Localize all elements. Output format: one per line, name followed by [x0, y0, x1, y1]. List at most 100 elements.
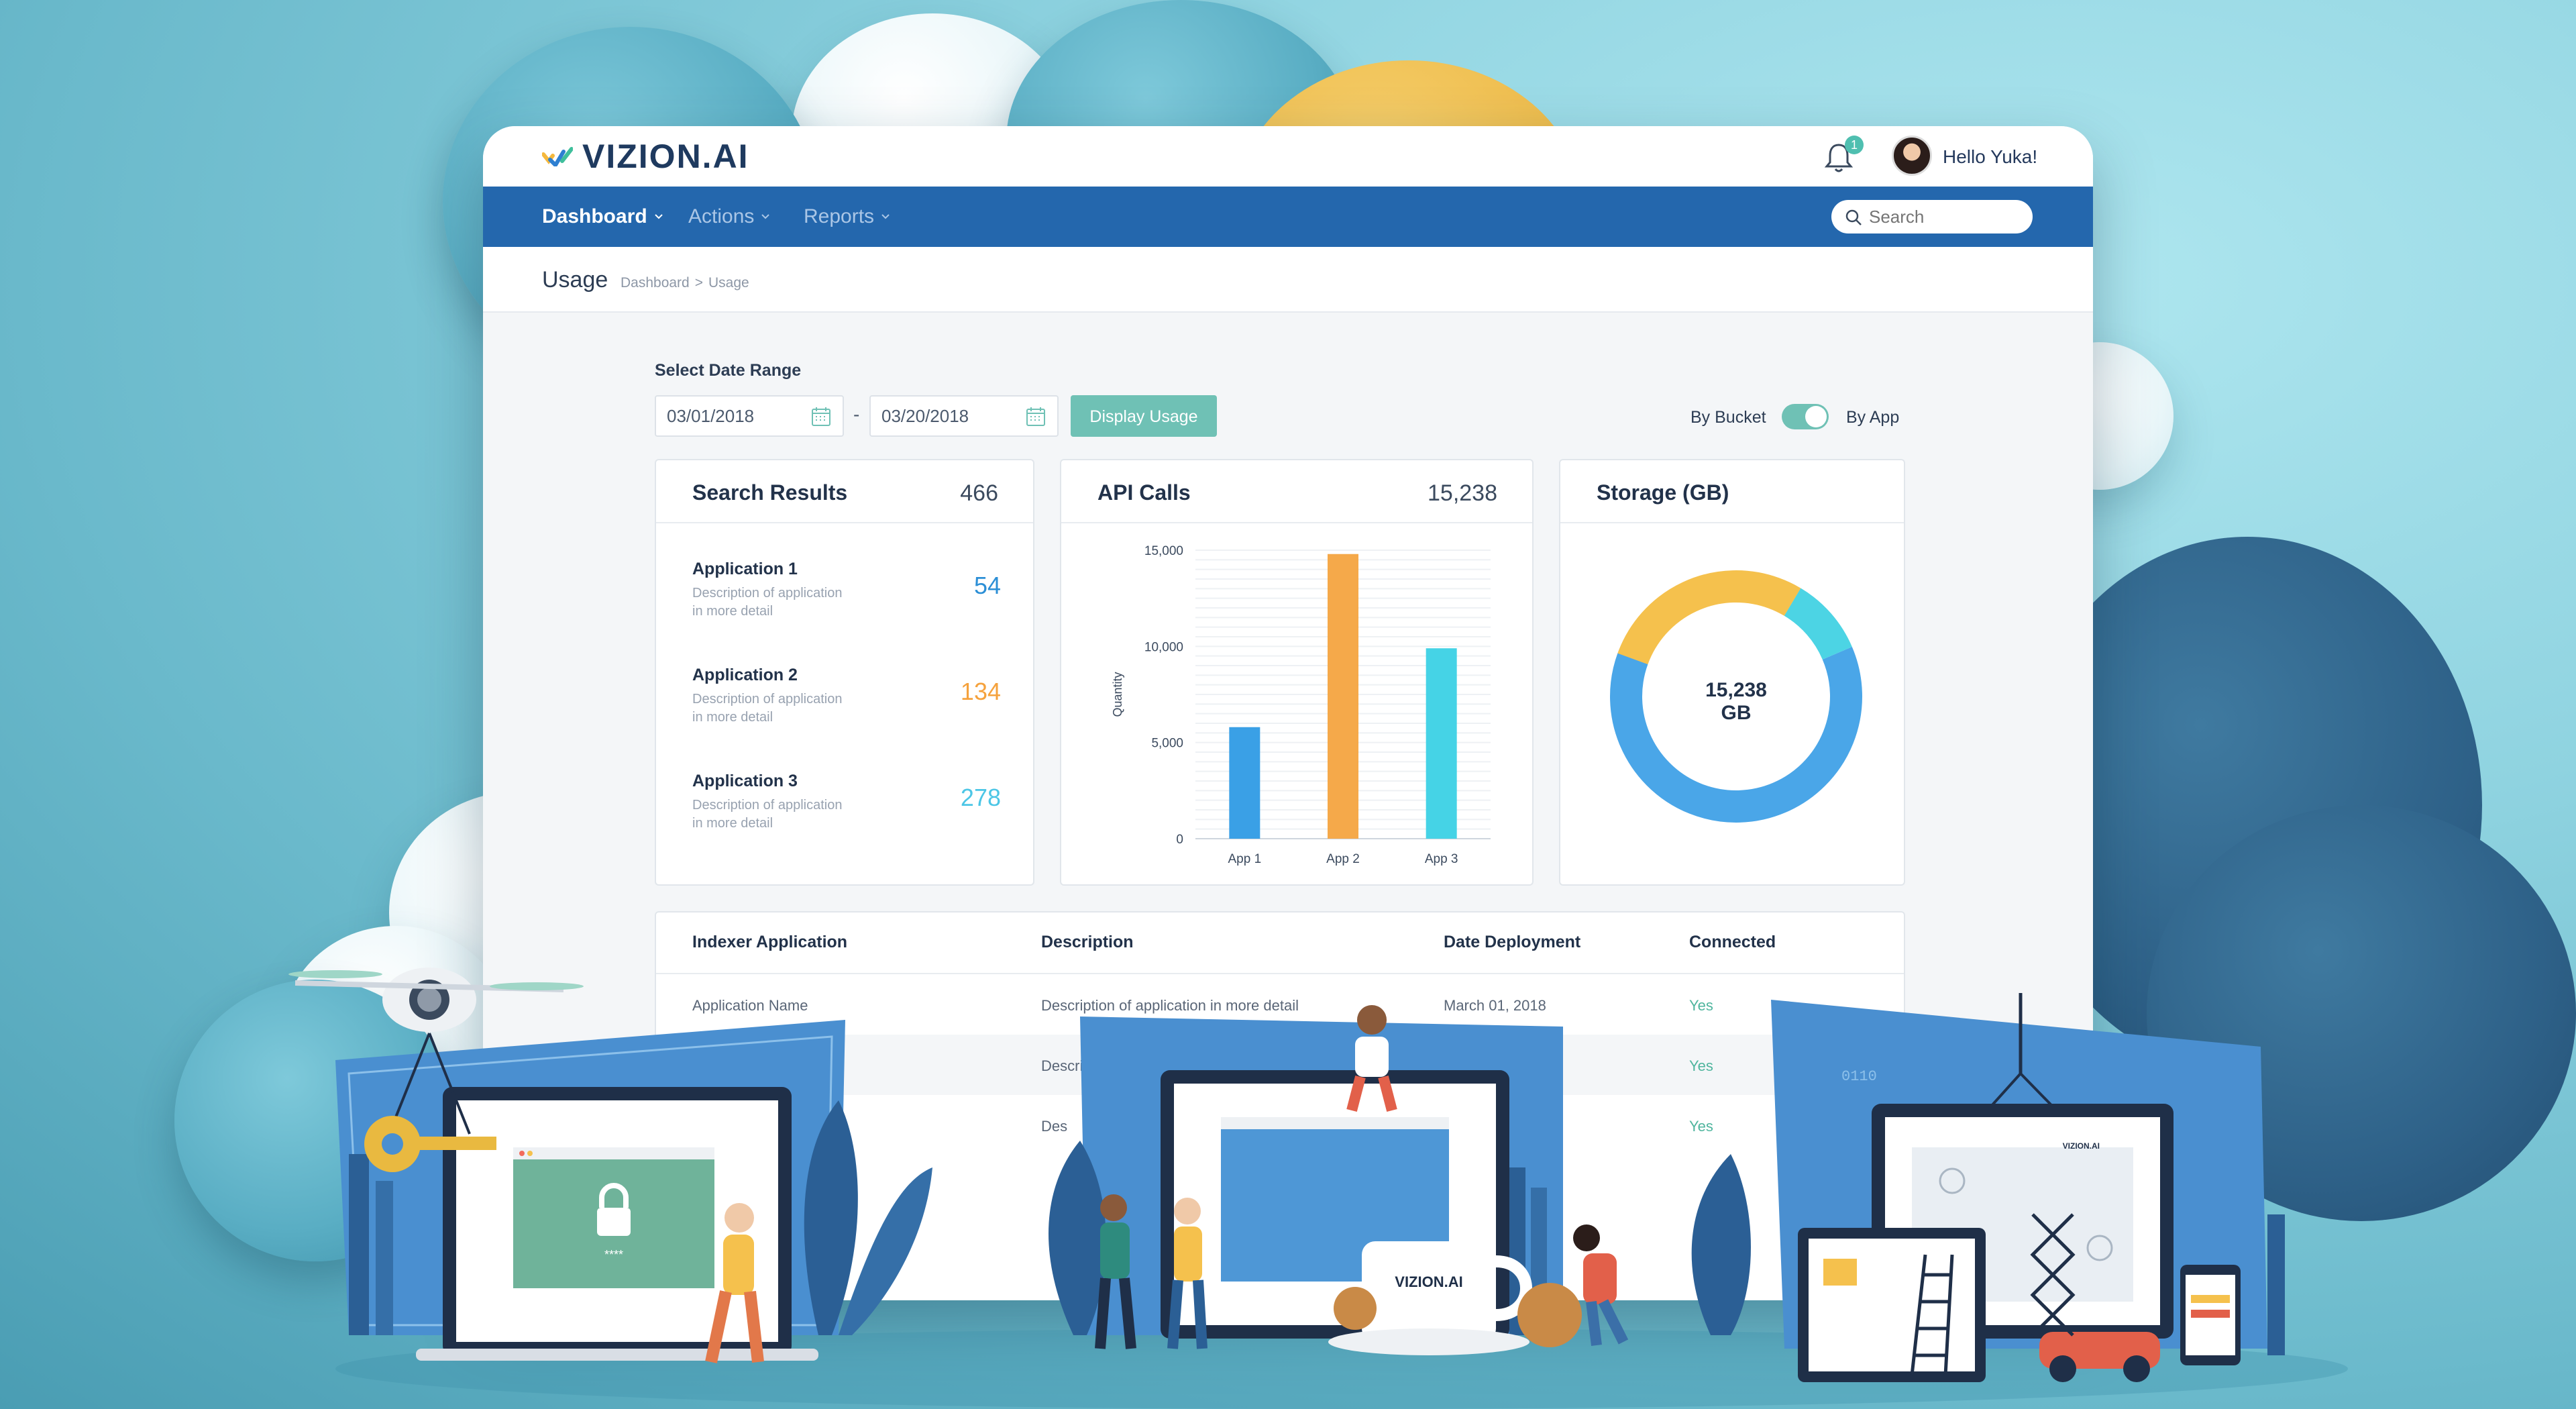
cell-connected: Yes [1689, 997, 1713, 1014]
nav-dashboard[interactable]: Dashboard [542, 187, 663, 247]
panel-total: 466 [960, 480, 998, 506]
search-icon [1845, 209, 1862, 225]
logo-check-icon [542, 147, 573, 166]
table-row[interactable]: Descri Yes [656, 1035, 1904, 1095]
panel-header: Storage (GB) [1560, 460, 1904, 523]
top-bar: VIZION.AI 1 Hello Yuka! [483, 126, 2093, 187]
app-description: Description of application in more detail [692, 584, 880, 621]
app-name: Application 2 [692, 666, 798, 684]
brand-logo[interactable]: VIZION.AI [542, 138, 749, 175]
panel-title: Storage (GB) [1597, 480, 1729, 505]
y-tick-label: 10,000 [1144, 640, 1183, 654]
date-separator: - [853, 404, 860, 425]
desc-line: in more detail [692, 604, 773, 619]
x-tick-label: App 3 [1425, 852, 1458, 866]
breadcrumb-separator: > [694, 275, 703, 291]
start-date-value: 03/01/2018 [667, 406, 755, 426]
y-axis-label: Quantity [1111, 672, 1124, 717]
desc-line: in more detail [692, 816, 773, 831]
page-header: Usage Dashboard > Usage [483, 247, 2093, 313]
panel-header: API Calls 15,238 [1061, 460, 1532, 523]
api-calls-panel: API Calls 15,238 0 5,000 10,000 15,000 Quant… [1060, 459, 1534, 886]
dashboard-window: VIZION.AI 1 Hello Yuka! Dashboard Action… [483, 126, 2093, 1300]
y-tick-label: 15,000 [1144, 544, 1183, 558]
cell-connected: Yes [1689, 1118, 1713, 1135]
view-toggle[interactable] [1782, 404, 1829, 429]
brand-name: VIZION.AI [582, 138, 749, 175]
table-row[interactable]: Application Name Description of applicat… [656, 974, 1904, 1035]
donut-center-unit: GB [1721, 702, 1752, 724]
nav-dashboard-label: Dashboard [542, 205, 647, 227]
table-row[interactable]: Des Yes [656, 1095, 1904, 1155]
panel-total: 15,238 [1428, 480, 1497, 506]
breadcrumb-dashboard[interactable]: Dashboard [621, 275, 690, 291]
cell-connected: Yes [1689, 1057, 1713, 1074]
cell-app: Application Name [692, 997, 808, 1014]
column-header-description[interactable]: Description [1041, 933, 1134, 951]
desc-line: Description of application [692, 692, 843, 707]
calendar-icon[interactable] [810, 406, 832, 427]
cell-description: Description of application in more detai… [1041, 997, 1299, 1014]
storage-donut-chart: 15,238 GB [1610, 570, 1862, 823]
column-header-application[interactable]: Indexer Application [692, 933, 848, 951]
toggle-by-bucket-label: By Bucket [1690, 408, 1766, 427]
cell-date: March 01, 2018 [1444, 997, 1546, 1014]
end-date-field[interactable]: 03/20/2018 [869, 395, 1059, 437]
nav-reports-label: Reports [804, 205, 875, 227]
chevron-down-icon [881, 214, 890, 219]
y-tick-label: 5,000 [1151, 737, 1183, 751]
nav-reports[interactable]: Reports [804, 187, 890, 247]
list-item[interactable]: Application 2 Description of application… [692, 666, 1001, 727]
panel-title: Search Results [692, 480, 848, 505]
breadcrumb-usage: Usage [708, 275, 749, 291]
api-calls-bar-chart: 0 5,000 10,000 15,000 Quantity App 1 App 2 App … [1111, 544, 1491, 866]
search-input[interactable] [1831, 200, 2033, 233]
list-item[interactable]: Application 3 Description of application… [692, 772, 1001, 833]
cloud [174, 980, 456, 1261]
app-description: Description of application in more detail [692, 690, 880, 727]
app-value: 134 [960, 678, 1001, 705]
x-tick-label: App 2 [1326, 852, 1360, 866]
donut-slice [1610, 570, 1862, 823]
end-date-value: 03/20/2018 [881, 406, 969, 426]
date-range-label: Select Date Range [655, 361, 802, 380]
column-header-connected[interactable]: Connected [1689, 933, 1776, 951]
search-results-panel: Search Results 466 Application 1 Descrip… [655, 459, 1034, 886]
nav-actions-label: Actions [688, 205, 755, 227]
app-name: Application 1 [692, 560, 798, 578]
panel-title: API Calls [1097, 480, 1191, 505]
list-item[interactable]: Application 1 Description of application… [692, 560, 1001, 621]
bar [1426, 648, 1457, 839]
app-value: 54 [973, 572, 1001, 599]
y-tick-label: 0 [1176, 833, 1183, 847]
notification-bell-icon[interactable] [1823, 141, 1854, 174]
display-usage-button[interactable]: Display Usage [1071, 395, 1217, 437]
page-title: Usage [542, 267, 608, 293]
nav-actions[interactable]: Actions [688, 187, 770, 247]
x-tick-label: App 1 [1228, 852, 1262, 866]
app-name: Application 3 [692, 772, 798, 790]
app-description: Description of application in more detail [692, 796, 880, 833]
toggle-knob [1805, 406, 1827, 427]
cell-description: Des [1041, 1118, 1068, 1135]
divider [656, 973, 1904, 974]
cell-description: Descri [1041, 1057, 1083, 1074]
desc-line: Description of application [692, 798, 843, 813]
chevron-down-icon [761, 214, 770, 219]
main-nav: Dashboard Actions Reports [483, 187, 2093, 247]
user-avatar[interactable] [1892, 136, 1932, 176]
breadcrumb: Dashboard > Usage [621, 275, 755, 291]
calendar-icon[interactable] [1025, 406, 1046, 427]
panel-header: Search Results 466 [656, 460, 1033, 523]
bar [1229, 727, 1260, 839]
start-date-field[interactable]: 03/01/2018 [655, 395, 844, 437]
column-header-date[interactable]: Date Deployment [1444, 933, 1581, 951]
indexer-table: Indexer Application Description Date Dep… [655, 911, 1905, 1300]
bar [1328, 554, 1358, 839]
notification-badge: 1 [1845, 136, 1864, 154]
user-greeting[interactable]: Hello Yuka! [1943, 146, 2038, 167]
storage-panel: Storage (GB) 15,238 GB [1559, 459, 1905, 886]
donut-center-value: 15,238 [1705, 679, 1767, 701]
app-value: 278 [960, 784, 1001, 811]
cloud [2147, 805, 2576, 1221]
